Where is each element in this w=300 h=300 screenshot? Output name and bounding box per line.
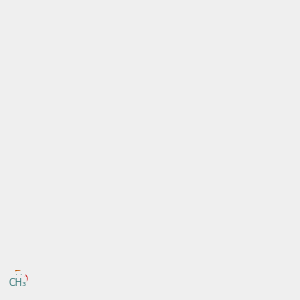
Text: H: H bbox=[18, 273, 26, 283]
Text: Br: Br bbox=[14, 269, 27, 282]
Text: O: O bbox=[18, 273, 27, 286]
Text: N: N bbox=[13, 275, 21, 289]
Text: H: H bbox=[13, 277, 21, 287]
Text: H: H bbox=[15, 274, 22, 284]
Text: O: O bbox=[15, 274, 25, 286]
Text: CH₃: CH₃ bbox=[8, 278, 26, 287]
Text: N: N bbox=[17, 272, 26, 285]
Text: N: N bbox=[15, 272, 23, 285]
Text: H: H bbox=[16, 273, 23, 283]
